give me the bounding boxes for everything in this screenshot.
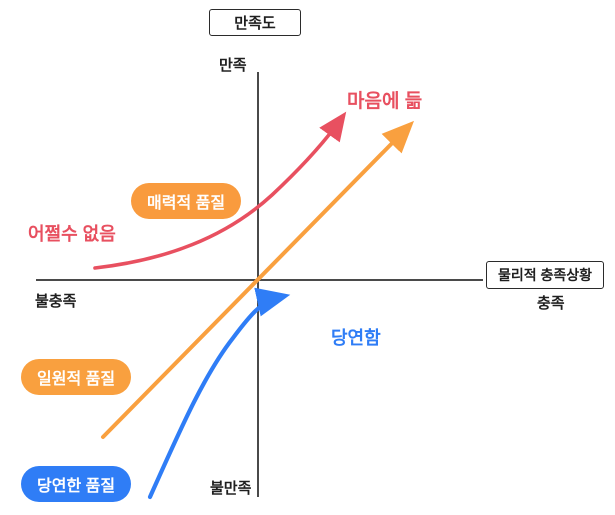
annotation-pleasing: 마음에 듦 [347,91,423,112]
x-axis-label-unfulfilled: 불충족 [35,293,77,310]
x-axis-title-box: 물리적 충족상황 [486,261,604,289]
y-axis-label-satisfied: 만족 [219,57,247,74]
one-dimensional-line [101,120,415,439]
must-be-curve [147,287,291,500]
must-be-quality-badge: 당연한 품질 [21,466,132,502]
annotation-taken-for-granted: 당연함 [331,328,381,348]
one-dimensional-quality-badge: 일원적 품질 [21,359,132,395]
annotation-cant-be-helped: 어쩔수 없음 [28,224,116,244]
attractive-quality-badge: 매력적 품질 [131,183,242,219]
y-axis-label-dissatisfied: 불만족 [210,480,252,497]
x-axis-label-fulfilled: 충족 [537,295,565,312]
attractive-curve [93,111,347,270]
y-axis-title-box: 만족도 [209,9,301,36]
